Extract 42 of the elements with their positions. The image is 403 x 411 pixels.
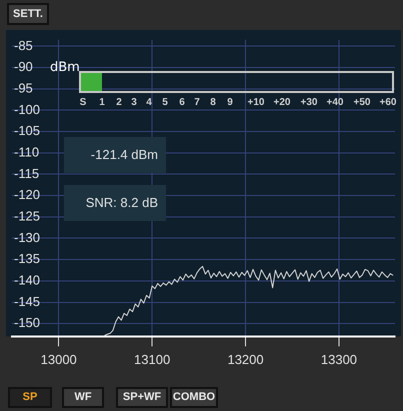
y-tick-label: -135: [14, 251, 40, 266]
text: WF: [62, 387, 104, 408]
annotation: 2: [116, 97, 122, 108]
y-tick-label: -125: [14, 208, 40, 224]
annotation: +10: [248, 97, 264, 108]
annotation: 8: [210, 97, 216, 108]
x-tick-label: 13300: [320, 352, 358, 367]
y-tick-label: -140: [14, 272, 40, 288]
text: SP+WF: [116, 387, 168, 408]
annotation: 9: [227, 97, 233, 108]
text: COMBO: [170, 387, 218, 408]
y-tick-label: -130: [14, 230, 40, 245]
y-tick-label: -85: [14, 38, 33, 53]
x-tick-label: 13100: [134, 352, 170, 367]
y-tick-label: -90: [14, 59, 33, 74]
annotation: 3: [131, 97, 137, 108]
annotation: 1: [99, 97, 105, 108]
annotation: 6: [179, 97, 185, 108]
y-tick-label: -115: [14, 166, 40, 181]
y-tick-label: -110: [14, 144, 40, 160]
annotation: +60: [380, 97, 396, 108]
annotation: +20: [274, 97, 290, 108]
annotation: +30: [300, 97, 318, 108]
y-tick-label: -120: [14, 187, 40, 202]
annotation: +40: [326, 97, 344, 108]
annotation: S: [80, 97, 86, 108]
text: SP: [8, 387, 52, 408]
annotation: 5: [162, 97, 168, 108]
text: SETT.: [7, 3, 49, 25]
x-tick-label: 13000: [40, 352, 77, 367]
y-tick-label: -100: [14, 102, 40, 117]
annotation: 7: [194, 97, 200, 108]
annotation: 4: [146, 97, 152, 108]
y-tick-label: -145: [14, 294, 40, 309]
x-tick-label: 13200: [227, 352, 264, 367]
y-tick-label: -95: [14, 80, 33, 96]
annotation: SNR: 8.2 dB: [64, 185, 166, 221]
annotation: -121.4 dBm: [64, 137, 166, 173]
y-tick-label: -150: [14, 315, 40, 330]
y-tick-label: -105: [14, 123, 40, 138]
annotation: +50: [354, 97, 370, 108]
y-axis-title: dBm: [50, 60, 80, 75]
